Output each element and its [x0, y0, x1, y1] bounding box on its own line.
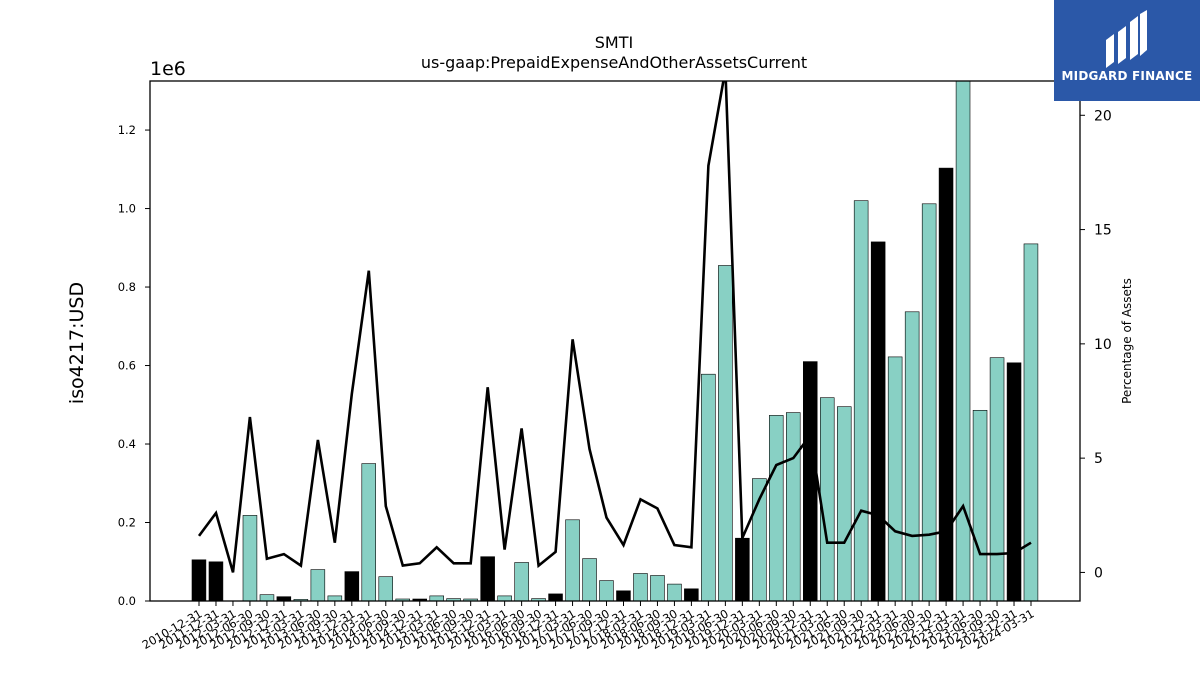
- bar-2013-12-31: [344, 571, 360, 602]
- y2-tick-label: 20: [1094, 108, 1112, 124]
- bar-2020-06-30: [768, 415, 784, 602]
- bar-2017-03-31: [565, 519, 580, 602]
- brand-logo: MIDGARD FINANCE: [1054, 0, 1200, 101]
- bar-2019-12-31: [735, 537, 750, 602]
- bar-2020-12-31: [802, 361, 818, 602]
- y2-tick-label: 5: [1094, 451, 1103, 467]
- bar-2023-06-30: [972, 409, 988, 602]
- y2-tick-label: 10: [1094, 337, 1112, 353]
- y-tick-label: 0.6: [118, 359, 136, 373]
- bar-2018-03-31: [633, 573, 648, 602]
- bar-2011-12-31: [208, 561, 224, 602]
- percentage-line: [197, 81, 1032, 573]
- bar-2012-06-30: [242, 515, 258, 602]
- bar-2019-03-31: [701, 373, 716, 602]
- bar-2018-12-31: [684, 588, 699, 602]
- bar-2023-09-30: [989, 357, 1005, 602]
- y-tick-label: 0.0: [118, 594, 136, 608]
- bar-2024-03-31: [1023, 243, 1039, 602]
- bar-2016-03-31: [497, 595, 512, 602]
- y2-ticks-group: 0 5 10 15 20: [1080, 108, 1112, 581]
- y2-axis-label: Percentage of Assets: [1120, 278, 1134, 404]
- y-tick-label: 1.0: [118, 202, 136, 216]
- axes-group: [149, 80, 1081, 602]
- bars-group: [191, 80, 1039, 602]
- bar-2013-09-30: [327, 595, 343, 602]
- bar-2013-06-30: [310, 569, 326, 602]
- y2-tick-label: 15: [1094, 223, 1112, 239]
- y-offset-label: 1e6: [150, 58, 186, 80]
- bar-2014-06-30: [378, 576, 393, 602]
- line-group: [197, 81, 1032, 573]
- bar-2021-12-31: [870, 241, 886, 602]
- bar-2021-03-31: [819, 397, 835, 602]
- y-tick-label: 0.2: [118, 516, 136, 530]
- bar-2022-12-31: [938, 167, 954, 602]
- bar-2022-09-30: [921, 203, 937, 602]
- x-ticks-group: 2010-12-312011-12-312012-03-312012-06-30…: [140, 601, 1037, 652]
- bar-2021-09-30: [853, 200, 869, 602]
- bar-2020-09-30: [785, 412, 801, 602]
- y-tick-label: 1.2: [118, 123, 136, 137]
- y-axis-label: iso4217:USD: [66, 282, 88, 404]
- plot-frame: [149, 80, 1081, 602]
- y-ticks-group: 0.0 0.2 0.4 0.6 0.8 1.0 1.2: [118, 123, 150, 608]
- y-tick-label: 0.4: [118, 437, 136, 451]
- bar-2012-09-30: [259, 594, 275, 602]
- bar-2016-12-31: [548, 593, 563, 602]
- bar-2021-06-30: [836, 406, 852, 602]
- y2-tick-label: 0: [1094, 565, 1103, 581]
- bar-2019-06-30: [718, 265, 733, 602]
- bar-2016-06-30: [514, 562, 529, 602]
- bar-2014-03-31: [361, 463, 376, 602]
- bar-2022-03-31: [887, 356, 903, 602]
- bar-2010-12-31: [191, 559, 207, 602]
- bar-2018-06-30: [650, 575, 665, 602]
- chart-title: SMTI: [595, 33, 633, 52]
- bar-2015-03-31: [429, 595, 444, 602]
- bar-2017-09-30: [599, 580, 614, 602]
- bar-2022-06-30: [904, 311, 920, 602]
- y-tick-label: 0.8: [118, 280, 136, 294]
- bar-2015-12-31: [480, 556, 495, 602]
- logo-mark-icon: [1106, 10, 1147, 68]
- bar-2018-09-30: [667, 583, 682, 602]
- bar-2017-06-30: [582, 558, 597, 602]
- bar-2023-12-31: [1006, 362, 1022, 602]
- bar-2017-12-31: [616, 590, 631, 602]
- logo-text: MIDGARD FINANCE: [1061, 69, 1193, 83]
- chart-subtitle: us-gaap:PrepaidExpenseAndOtherAssetsCurr…: [421, 53, 807, 72]
